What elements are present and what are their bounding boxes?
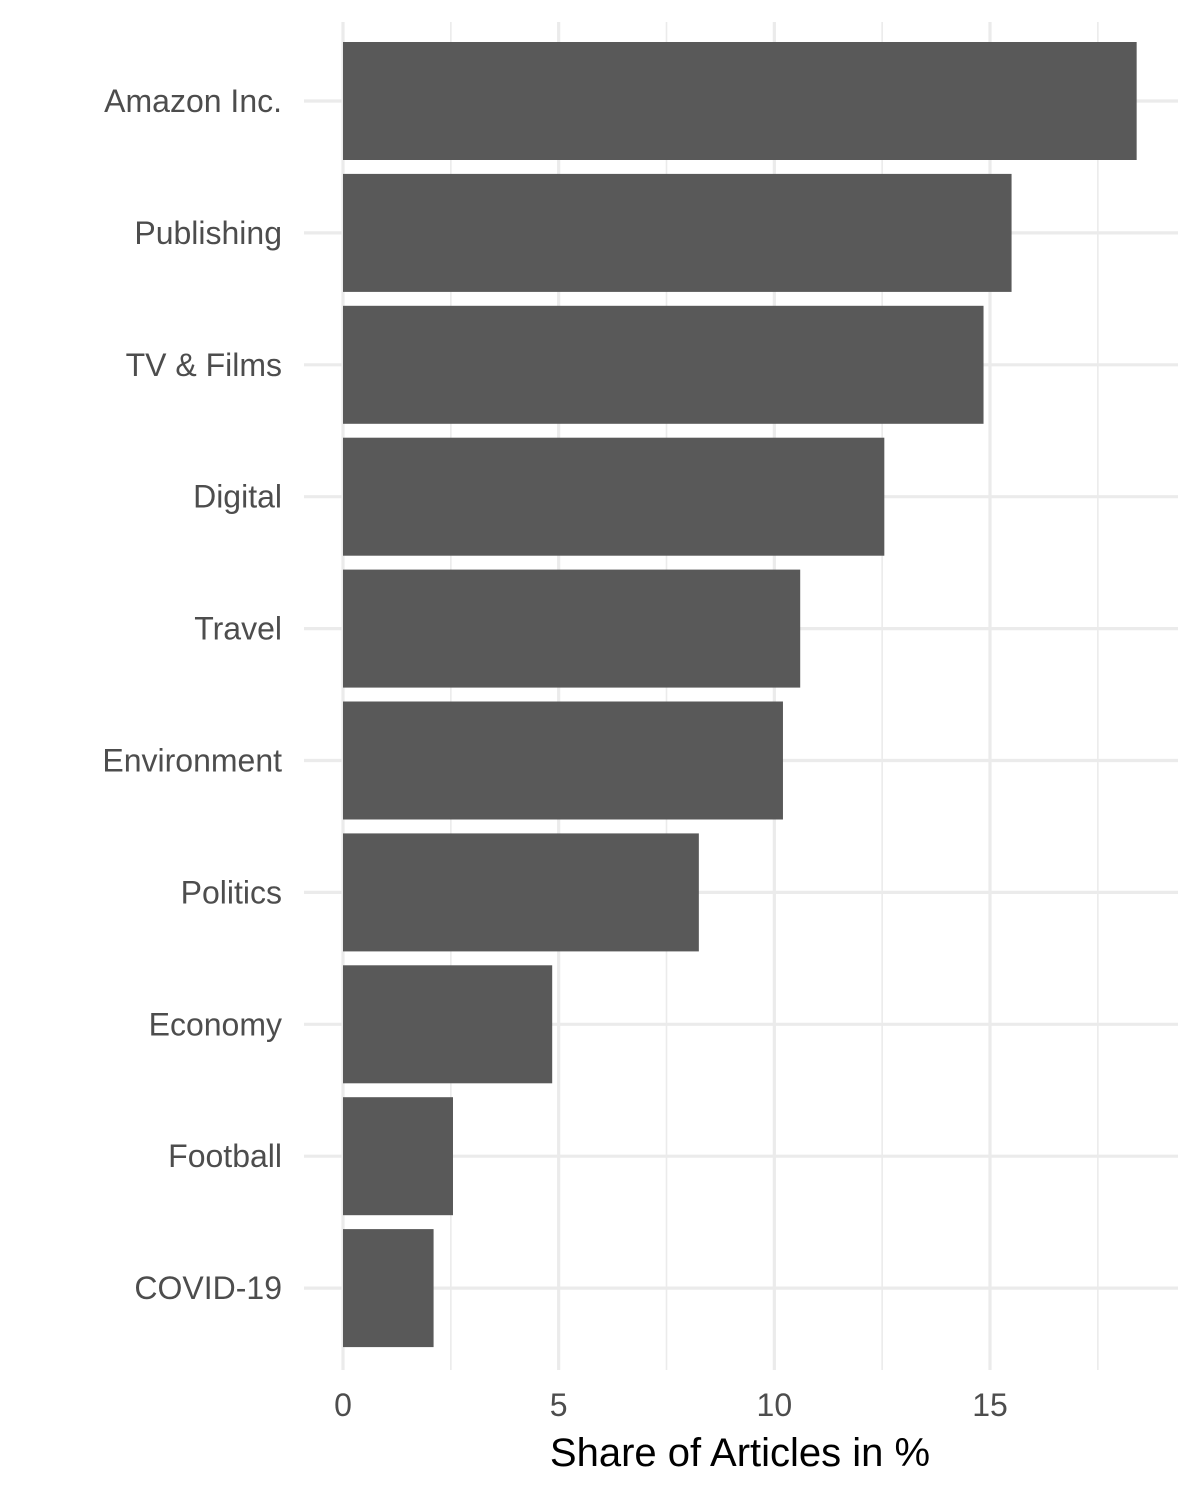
bar-3 <box>343 437 885 556</box>
bar-2 <box>343 305 984 424</box>
x-tick-label: 5 <box>550 1387 568 1423</box>
y-tick-label: Economy <box>149 1006 282 1042</box>
bar-6 <box>343 833 699 952</box>
y-tick-label: Publishing <box>134 215 282 251</box>
bar-7 <box>343 965 553 1084</box>
y-tick-label: COVID-19 <box>134 1270 282 1306</box>
y-axis-labels: Amazon Inc. Publishing TV & Films Digital Tr… <box>102 83 282 1306</box>
y-tick-label: Politics <box>181 874 282 910</box>
y-tick-label: Digital <box>193 479 282 515</box>
bar-4 <box>343 569 801 688</box>
x-axis-title: Share of Articles in % <box>550 1431 930 1475</box>
bar-0 <box>343 42 1137 160</box>
x-tick-label: 10 <box>757 1387 793 1423</box>
y-tick-label: TV & Films <box>126 347 282 383</box>
y-tick-label: Amazon Inc. <box>104 83 282 119</box>
y-tick-label: Football <box>168 1138 282 1174</box>
bar-8 <box>343 1097 453 1216</box>
y-tick-label: Environment <box>102 743 282 779</box>
bar-1 <box>343 173 1012 292</box>
bar-5 <box>343 701 783 820</box>
x-axis-labels: 0 5 10 15 <box>334 1387 1008 1423</box>
x-tick-label: 15 <box>972 1387 1008 1423</box>
y-tick-label: Travel <box>194 611 282 647</box>
bar-9 <box>343 1229 434 1348</box>
x-tick-label: 0 <box>334 1387 352 1423</box>
bars <box>343 42 1137 1348</box>
